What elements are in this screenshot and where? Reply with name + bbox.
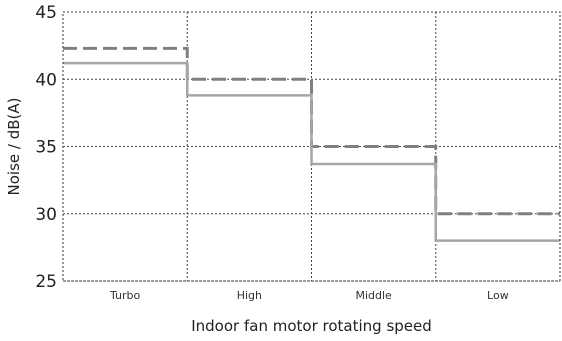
x-tick-label: Low [487, 289, 509, 302]
series-line-2 [63, 61, 560, 242]
y-tick-labels: 25 30 35 40 45 [35, 3, 57, 292]
x-axis-label: Indoor fan motor rotating speed [191, 317, 432, 335]
y-tick-label: 30 [35, 205, 57, 225]
x-tick-label: Middle [355, 289, 392, 302]
y-tick-label: 25 [35, 272, 57, 292]
plot-frame [62, 11, 561, 282]
y-axis-label: Noise / dB(A) [5, 98, 23, 196]
y-tick-label: 40 [35, 70, 57, 90]
series-group [63, 46, 560, 242]
x-tick-label: High [237, 289, 262, 302]
x-tick-labels: Turbo High Middle Low [109, 289, 509, 302]
x-tick-label: Turbo [109, 289, 141, 302]
y-tick-label: 35 [35, 138, 57, 158]
y-tick-label: 45 [35, 3, 57, 23]
